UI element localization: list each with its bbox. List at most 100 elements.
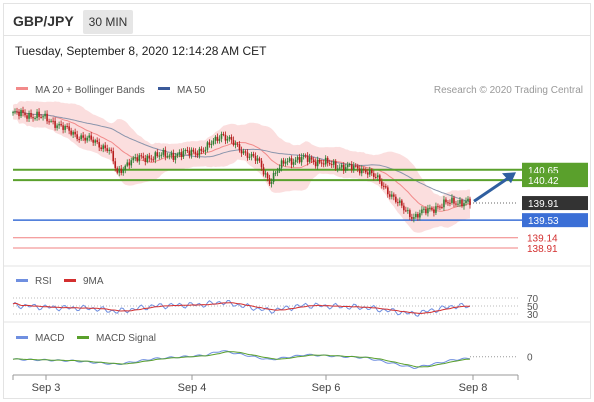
support-label: 138.91 — [527, 244, 558, 255]
macd-line — [12, 350, 471, 370]
candle-body — [425, 208, 427, 214]
candle-body — [110, 149, 113, 152]
macd-signal-line — [12, 351, 471, 368]
candle-body — [58, 124, 60, 126]
candle-body — [358, 168, 361, 174]
candle-body — [74, 131, 76, 135]
candle-body — [92, 139, 94, 143]
candle-body — [393, 194, 395, 197]
candle-body — [451, 197, 453, 203]
rsi-ma-legend-label: 9MA — [83, 276, 104, 287]
candle-body — [314, 161, 317, 167]
candle-body — [218, 138, 221, 141]
candle-body — [366, 172, 369, 175]
candle-body — [150, 158, 153, 160]
resistance-tag — [522, 173, 588, 188]
candle-body — [340, 164, 343, 168]
candle-body — [423, 208, 425, 210]
candle-body — [294, 159, 297, 163]
candle-body — [270, 182, 273, 184]
candle-body — [431, 207, 433, 210]
candle-body — [278, 167, 281, 172]
candle-body — [304, 155, 307, 157]
candle-body — [56, 125, 58, 128]
candle-body — [437, 206, 439, 208]
candle-body — [202, 150, 205, 152]
candle-body — [364, 169, 367, 173]
candle-body — [250, 154, 253, 157]
candle-body — [50, 120, 52, 122]
candle-body — [244, 151, 247, 153]
candle-body — [469, 198, 471, 206]
candle-body — [403, 205, 405, 211]
candle-body — [433, 209, 435, 213]
candle-body — [407, 210, 409, 212]
symbol-title: GBP/JPY — [13, 13, 74, 29]
timeframe-badge[interactable]: 30 MIN — [83, 10, 133, 34]
candle-body — [62, 125, 64, 130]
candle-body — [242, 151, 245, 154]
candle-body — [280, 160, 283, 168]
candle-body — [308, 157, 311, 162]
candle-body — [316, 159, 319, 167]
candle-body — [52, 120, 54, 122]
candle-body — [190, 149, 193, 156]
macd-legend-label: MACD — [35, 333, 64, 344]
pivot-tag — [522, 213, 588, 228]
candle-body — [34, 117, 36, 119]
macd-signal-legend-swatch — [77, 336, 89, 339]
candle-body — [90, 135, 92, 140]
candle-body — [379, 175, 381, 182]
candle-body — [290, 158, 293, 165]
bollinger-band — [13, 100, 470, 233]
candle-body — [427, 208, 429, 214]
candle-body — [411, 217, 413, 219]
candle-body — [320, 162, 323, 164]
candle-body — [463, 203, 465, 207]
candle-body — [122, 169, 125, 173]
candle-body — [322, 163, 325, 165]
candle-body — [170, 153, 173, 156]
candle-body — [46, 113, 48, 122]
candle-body — [198, 148, 201, 156]
candle-body — [391, 194, 393, 197]
candle-body — [276, 171, 279, 173]
candle-body — [172, 153, 175, 160]
candle-body — [152, 159, 155, 161]
candle-body — [246, 152, 249, 158]
candle-body — [216, 136, 219, 141]
candle-body — [256, 158, 259, 161]
candle-body — [232, 140, 235, 145]
candle-body — [114, 161, 117, 169]
datetime-label: Tuesday, September 8, 2020 12:14:28 AM C… — [15, 44, 267, 58]
candle-body — [210, 144, 213, 146]
candle-body — [252, 154, 255, 156]
last-price-label: 139.91 — [528, 199, 559, 210]
candle-body — [236, 143, 239, 145]
candle-body — [292, 162, 295, 165]
rsi-legend-label: RSI — [35, 276, 52, 287]
candle-body — [26, 115, 28, 119]
candle-body — [324, 157, 327, 165]
candle-body — [224, 134, 227, 141]
candle-body — [342, 164, 345, 171]
candle-body — [70, 130, 72, 135]
candle-body — [168, 155, 171, 157]
candle-body — [212, 140, 215, 145]
ma50-legend-label: MA 50 — [177, 85, 206, 96]
candle-body — [360, 168, 363, 174]
support-label: 139.14 — [527, 234, 558, 245]
candle-body — [401, 200, 403, 206]
candle-body — [66, 125, 68, 127]
candle-body — [164, 149, 167, 157]
candle-body — [130, 160, 133, 166]
candle-body — [184, 149, 187, 151]
candle-body — [266, 173, 269, 179]
candle-body — [30, 113, 32, 118]
candle-body — [370, 170, 373, 174]
candle-body — [415, 214, 417, 218]
candle-body — [344, 167, 347, 171]
candle-body — [455, 203, 457, 205]
candle-body — [298, 157, 301, 163]
